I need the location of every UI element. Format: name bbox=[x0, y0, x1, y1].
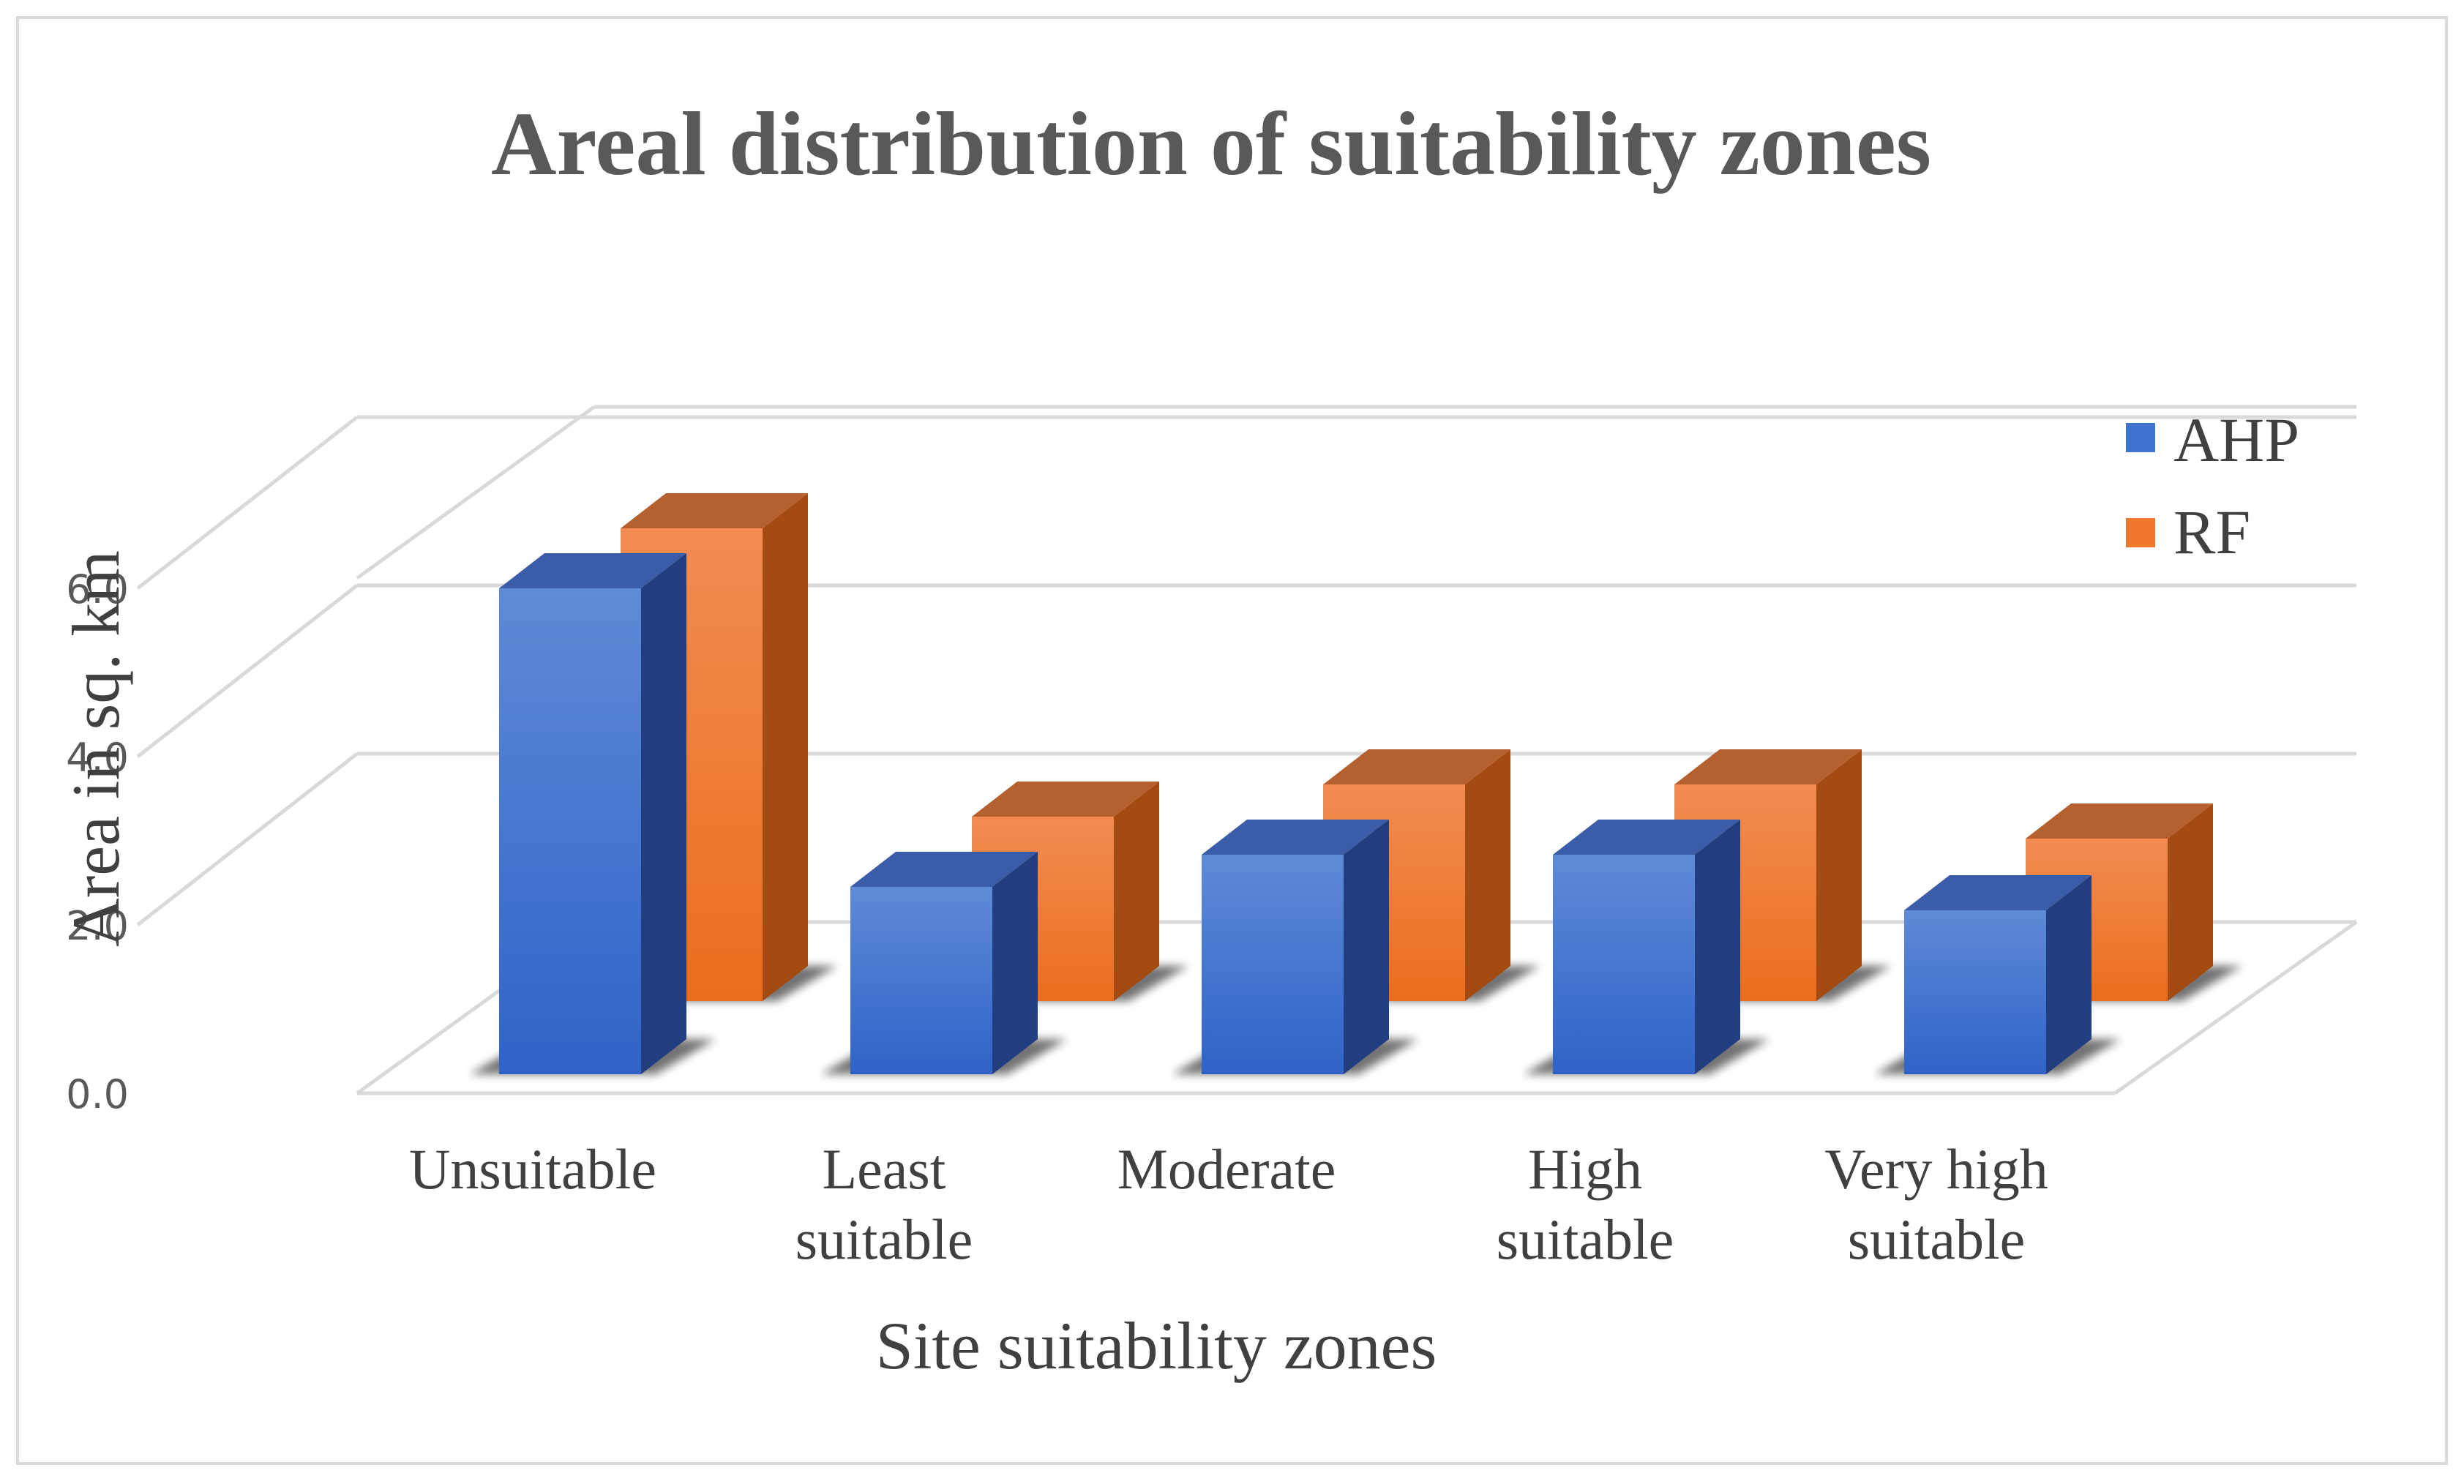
bar-ahp-3 bbox=[1524, 820, 1770, 1074]
x-tick-label: suitable bbox=[795, 1207, 973, 1271]
x-tick-label: High bbox=[1528, 1137, 1642, 1201]
legend-swatch-ahp bbox=[2126, 423, 2155, 452]
bar-ahp-3-front bbox=[1553, 855, 1695, 1074]
gridline-side bbox=[136, 416, 359, 590]
gridline-side bbox=[136, 752, 359, 926]
bar-ahp-3-top bbox=[1553, 820, 1740, 855]
x-axis-title: Site suitability zones bbox=[876, 1308, 1437, 1383]
x-tick-label: suitable bbox=[1848, 1207, 2026, 1271]
bar-ahp-4-side bbox=[2046, 875, 2092, 1074]
bar-rf-0-top bbox=[621, 493, 808, 528]
bar-ahp-4-top bbox=[1904, 875, 2092, 910]
x-tick-label: suitable bbox=[1497, 1207, 1674, 1271]
y-tick-label: 2.0 bbox=[66, 903, 129, 949]
y-axis-title: Area in sq. km bbox=[59, 550, 133, 947]
y-axis-ticks: 0.0 2.0 4.0 6.0 bbox=[66, 566, 129, 1117]
bar-ahp-0-front bbox=[499, 588, 641, 1074]
bar-rf-3-side bbox=[1816, 749, 1862, 1001]
bar-ahp-0-side bbox=[641, 553, 686, 1074]
bar-ahp-0 bbox=[470, 553, 716, 1074]
legend-label-rf: RF bbox=[2173, 497, 2250, 567]
bar-ahp-0-top bbox=[499, 553, 686, 588]
legend: AHP RF bbox=[2126, 405, 2299, 567]
y-tick-label: 4.0 bbox=[66, 735, 129, 781]
y-tick-label: 0.0 bbox=[66, 1071, 129, 1117]
bar-rf-2-top bbox=[1323, 749, 1510, 784]
bar-ahp-3-side bbox=[1695, 820, 1740, 1074]
gridline-side bbox=[136, 584, 359, 758]
x-tick-label: Moderate bbox=[1117, 1137, 1336, 1201]
bar-rf-4-side bbox=[2168, 803, 2213, 1001]
bar-ahp-1-front bbox=[850, 887, 992, 1074]
y-tick-label: 6.0 bbox=[66, 566, 129, 612]
bar-rf-4-top bbox=[2026, 803, 2213, 839]
bar-ahp-2 bbox=[1172, 820, 1418, 1074]
bar-ahp-4-front bbox=[1904, 910, 2046, 1074]
bar-rf-3-top bbox=[1674, 749, 1862, 784]
bar-rf-2-side bbox=[1465, 749, 1510, 1001]
floor-right-edge bbox=[2113, 920, 2358, 1095]
bar-ahp-2-front bbox=[1202, 855, 1344, 1074]
bar-ahp-1-side bbox=[992, 852, 1038, 1074]
gridline-side-top bbox=[356, 405, 596, 580]
bar-ahp-1-top bbox=[850, 852, 1038, 887]
bars bbox=[470, 493, 2242, 1074]
x-tick-label: Unsuitable bbox=[409, 1137, 656, 1201]
bar-ahp-2-top bbox=[1202, 820, 1389, 855]
bar-ahp-4 bbox=[1875, 875, 2121, 1074]
bar-rf-1-top bbox=[972, 782, 1159, 817]
chart-title: Areal distribution of suitability zones bbox=[491, 94, 1931, 194]
x-tick-label: Very high bbox=[1824, 1137, 2048, 1201]
bar-ahp-2-side bbox=[1344, 820, 1389, 1074]
x-tick-label: Least bbox=[823, 1137, 946, 1201]
bar-rf-0-side bbox=[763, 493, 808, 1001]
bar-rf-1-side bbox=[1114, 782, 1159, 1001]
legend-swatch-rf bbox=[2126, 518, 2155, 547]
legend-label-ahp: AHP bbox=[2173, 405, 2299, 475]
bar-ahp-1 bbox=[821, 852, 1067, 1074]
chart-frame bbox=[16, 16, 2448, 1465]
